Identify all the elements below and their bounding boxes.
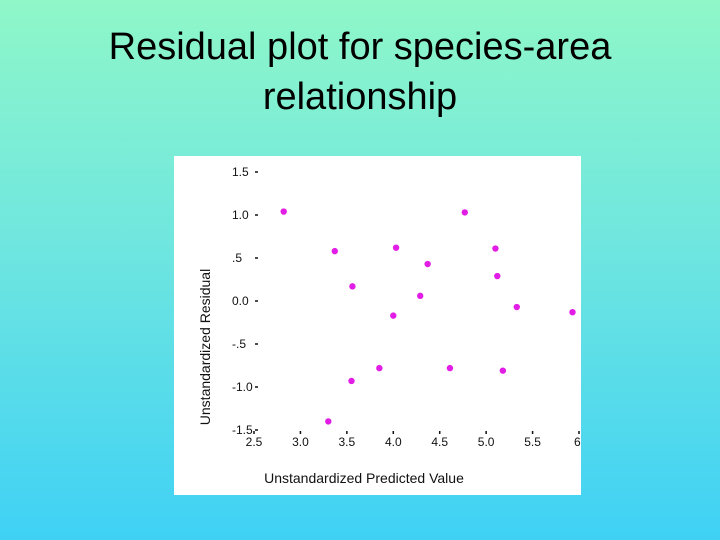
data-point	[390, 312, 397, 319]
data-point	[499, 367, 507, 374]
x-tick-label: 3.0	[292, 435, 309, 449]
data-point	[417, 292, 424, 300]
data-point	[494, 272, 501, 280]
y-tick-label: 1.5	[232, 165, 249, 179]
scatter-plot-panel: 1.5 1.0 .5 0.0 -.5 -1.0 -1.5 2.5 3.0 3.5 4.0 4.5 5.…	[174, 156, 584, 495]
x-axis-label: Unstandardized Predicted Value	[264, 470, 464, 486]
x-tick-label: 3.5	[339, 435, 356, 449]
data-point	[280, 208, 287, 215]
y-tick-label: 0.0	[232, 294, 249, 308]
data-point	[424, 260, 431, 268]
y-tick-label: 1.0	[232, 208, 249, 222]
data-point	[376, 364, 383, 372]
y-tick-label: -1.0	[232, 380, 253, 394]
slide-title: Residual plot for species-area relations…	[0, 22, 720, 122]
x-axis-ticks: 2.5 3.0 3.5 4.0 4.5 5.0 5.5 6.	[246, 431, 584, 449]
data-point	[392, 244, 400, 251]
data-point	[461, 209, 468, 216]
data-point	[569, 308, 576, 316]
x-tick-label: 5.0	[478, 435, 495, 449]
slide-title-line-1: Residual plot for species-area	[108, 26, 612, 68]
y-axis-ticks: 1.5 1.0 .5 0.0 -.5 -1.0 -1.5	[232, 165, 258, 437]
x-tick-label: 2.5	[246, 435, 263, 449]
data-point	[446, 364, 454, 372]
data-point	[492, 245, 499, 252]
slide-title-line-2: relationship	[262, 76, 458, 118]
x-tick-label: 6.	[574, 435, 581, 449]
data-point	[325, 418, 332, 425]
data-point	[513, 303, 520, 311]
data-point	[348, 377, 355, 385]
y-axis-label: Unstandardized Residual	[197, 269, 213, 425]
x-tick-label: 5.5	[524, 435, 541, 449]
residual-scatter-chart: 1.5 1.0 .5 0.0 -.5 -1.0 -1.5 2.5 3.0 3.5 4.0 4.5 5.…	[197, 165, 584, 486]
y-tick-label: .5	[232, 251, 242, 265]
y-tick-label: -.5	[232, 337, 246, 351]
data-point	[349, 283, 356, 290]
x-tick-label: 4.0	[385, 435, 402, 449]
data-point	[331, 247, 338, 255]
x-tick-label: 4.5	[431, 435, 448, 449]
data-points	[280, 208, 576, 425]
y-tick-label: -1.5	[232, 423, 253, 437]
